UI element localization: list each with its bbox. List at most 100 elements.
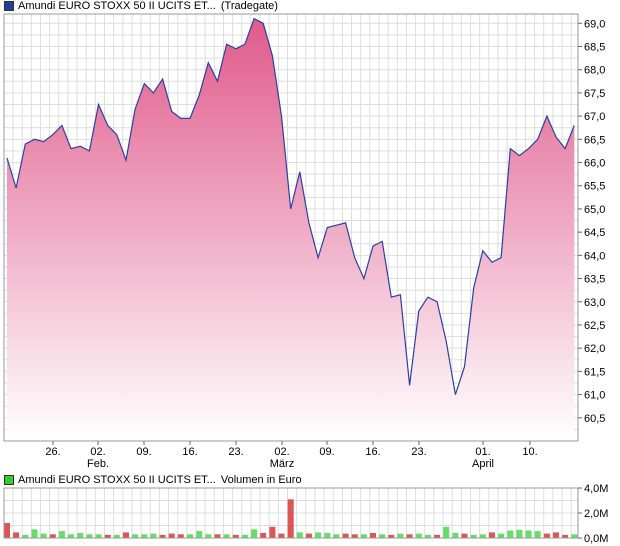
volume-bar xyxy=(113,534,120,538)
price-month-label: März xyxy=(270,458,294,470)
volume-bar xyxy=(13,532,20,538)
price-x-tick-label: 16. xyxy=(182,446,197,458)
volume-y-axis: 4,0M 2,0M 0,0M xyxy=(578,483,608,545)
volume-bar xyxy=(260,533,267,538)
price-y-tick-label: 67,5 xyxy=(584,88,605,100)
volume-bar xyxy=(104,534,111,538)
price-x-axis: 26. 02. 09. 16. 23. 02. 09. 16. 23. 01. 10. Feb. Mär… xyxy=(45,441,538,470)
price-x-tick-label: 26. xyxy=(45,446,60,458)
price-y-tick-label: 68,0 xyxy=(584,65,605,77)
volume-y-tick-label: 4,0M xyxy=(584,483,608,495)
price-area-fill xyxy=(7,18,575,441)
volume-y-tick-label: 2,0M xyxy=(584,508,608,520)
volume-bar xyxy=(150,533,157,538)
price-area xyxy=(6,17,575,441)
price-y-axis: 69,0 68,5 68,0 67,5 67,0 66,5 66,0 65,5 65,0 64,5… xyxy=(578,18,605,425)
volume-bar xyxy=(159,534,166,538)
volume-bar xyxy=(333,534,340,539)
volume-bar xyxy=(534,531,541,538)
price-y-tick-label: 64,0 xyxy=(584,250,605,262)
price-x-tick-label: 23. xyxy=(411,446,426,458)
price-y-tick-label: 63,0 xyxy=(584,297,605,309)
price-y-tick-label: 61,0 xyxy=(584,390,605,402)
price-y-tick-label: 66,0 xyxy=(584,158,605,170)
price-y-tick-label: 69,0 xyxy=(584,18,605,30)
volume-bar xyxy=(205,534,212,539)
volume-bar xyxy=(196,531,203,538)
price-y-tick-label: 62,0 xyxy=(584,343,605,355)
price-y-tick-label: 65,5 xyxy=(584,181,605,193)
price-y-tick-label: 68,5 xyxy=(584,41,605,53)
volume-legend-source: Volumen in Euro xyxy=(220,474,302,486)
volume-y-tick-label: 0,0M xyxy=(584,533,608,545)
price-month-label: Feb. xyxy=(87,458,109,470)
volume-bar xyxy=(49,534,56,539)
volume-bar xyxy=(360,534,367,539)
volume-bar xyxy=(525,530,532,538)
volume-bar xyxy=(415,533,422,538)
volume-bar xyxy=(296,532,303,538)
volume-bar xyxy=(562,534,569,538)
volume-bar xyxy=(95,534,102,539)
volume-bar xyxy=(489,532,495,538)
volume-bar xyxy=(31,529,38,539)
volume-bar xyxy=(278,533,285,538)
volume-bar xyxy=(214,534,221,539)
volume-bar xyxy=(223,534,230,539)
volume-bar xyxy=(507,530,514,538)
volume-bar xyxy=(516,529,523,538)
volume-bar xyxy=(397,533,404,538)
volume-bar xyxy=(424,534,431,538)
volume-bar xyxy=(571,534,578,539)
volume-bar xyxy=(132,534,139,539)
volume-bar xyxy=(123,532,129,538)
volume-bar xyxy=(370,533,376,538)
price-y-tick-label: 62,5 xyxy=(584,320,605,332)
price-y-tick-label: 60,5 xyxy=(584,413,605,425)
price-x-tick-label: 09. xyxy=(319,446,334,458)
volume-legend-swatch xyxy=(4,475,14,485)
volume-bar xyxy=(315,532,322,538)
volume-bar xyxy=(452,533,459,538)
volume-bar xyxy=(324,533,331,538)
volume-bar xyxy=(68,534,74,539)
volume-bar xyxy=(22,534,29,538)
volume-bar xyxy=(168,533,175,538)
volume-bar xyxy=(543,533,550,538)
volume-legend-name: Amundi EURO STOXX 50 II UCITS ET... xyxy=(18,474,216,486)
price-y-tick-label: 61,5 xyxy=(584,366,605,378)
volume-bar xyxy=(40,533,47,538)
volume-bar xyxy=(77,533,84,538)
volume-bar xyxy=(342,533,349,538)
price-y-tick-label: 65,0 xyxy=(584,204,605,216)
volume-bar xyxy=(443,526,450,539)
price-legend-swatch xyxy=(4,1,14,11)
price-legend-name: Amundi EURO STOXX 50 II UCITS ET... xyxy=(18,0,216,12)
volume-bar xyxy=(470,534,477,538)
volume-bar xyxy=(351,534,358,539)
price-month-label: April xyxy=(472,458,494,470)
price-x-tick-label: 10. xyxy=(522,446,537,458)
price-legend-source: (Tradegate) xyxy=(220,0,278,12)
price-y-tick-label: 63,5 xyxy=(584,274,605,286)
volume-bar xyxy=(406,534,413,539)
volume-bar xyxy=(86,534,93,539)
price-x-tick-label: 01. xyxy=(475,446,490,458)
volume-bar xyxy=(461,533,468,538)
volume-bar xyxy=(141,534,148,539)
price-x-tick-label: 23. xyxy=(228,446,243,458)
price-y-tick-label: 66,5 xyxy=(584,134,605,146)
volume-bars xyxy=(4,499,578,539)
price-y-tick-label: 67,0 xyxy=(584,111,605,123)
volume-bar xyxy=(479,534,486,539)
price-legend: Amundi EURO STOXX 50 II UCITS ET... (Tra… xyxy=(4,0,278,12)
volume-bar xyxy=(305,533,312,538)
volume-bar xyxy=(498,533,505,538)
price-y-tick-label: 64,5 xyxy=(584,227,605,239)
price-x-tick-label: 09. xyxy=(136,446,151,458)
price-x-tick-label: 16. xyxy=(365,446,380,458)
volume-bar xyxy=(379,534,386,539)
price-x-tick-label: 02. xyxy=(90,446,105,458)
price-plot-frame xyxy=(3,13,579,442)
volume-bar xyxy=(388,534,395,538)
